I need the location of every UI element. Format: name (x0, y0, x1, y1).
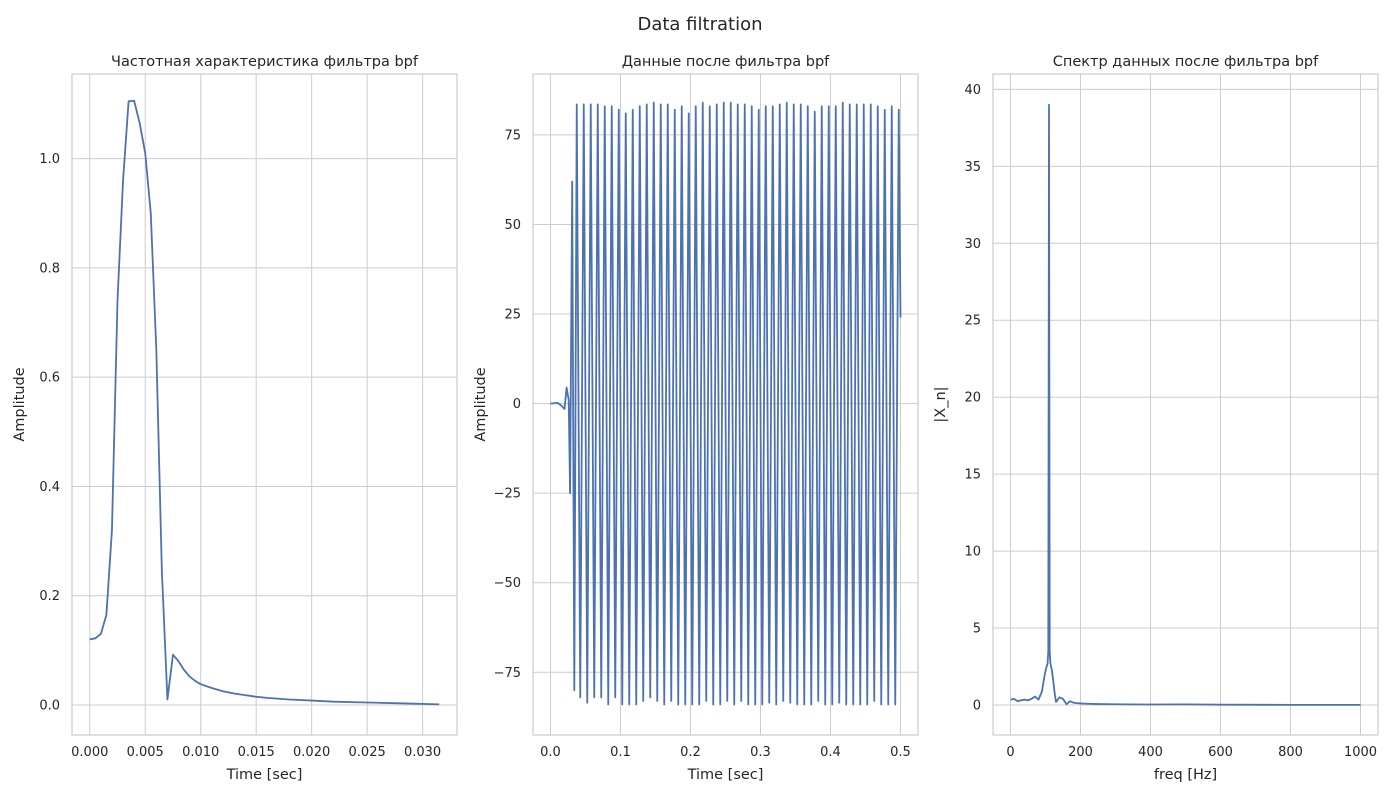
subplot-2: 0.0 0.1 0.2 0.3 0.4 0.5 −75 −50 −25 0 25 50 75 Данные… (473, 54, 919, 783)
subplot-1-frame (71, 73, 458, 736)
subplot-2-y-axis-label: Amplitude (473, 367, 489, 441)
subplot-1-x-tick-label: 0.030 (404, 745, 441, 760)
subplot-1-x-tick-label: 0.020 (293, 745, 330, 760)
subplot-1-series-line (89, 99, 440, 706)
subplot-1-y-tick-label: 1.0 (39, 152, 60, 167)
subplot-3-y-tick-label: 10 (964, 545, 981, 560)
subplot-1-y-tick-label: 0.8 (39, 261, 60, 276)
subplot-3-x-tick-label: 400 (1138, 745, 1163, 760)
subplot-1-title: Частотная характеристика фильтра bpf (111, 54, 419, 70)
subplot-1-x-tick-label: 0.010 (182, 745, 219, 760)
subplot-3-y-tick-label: 5 (973, 622, 981, 637)
subplot-3-y-tick-label: 35 (964, 160, 981, 175)
subplot-3-y-tick-label: 15 (964, 468, 981, 483)
subplot-1-y-tick-label: 0.4 (39, 480, 60, 495)
subplot-3-x-tick-label: 0 (1006, 745, 1014, 760)
subplot-3-x-tick-label: 1000 (1344, 745, 1377, 760)
subplot-3-x-tick-label: 800 (1278, 745, 1303, 760)
subplot-3-y-tick-label: 30 (964, 237, 981, 252)
subplot-2-x-tick-label: 0.3 (750, 745, 771, 760)
subplot-3-series-line (1010, 103, 1361, 706)
subplot-3-title: Спектр данных после фильтра bpf (1053, 54, 1319, 70)
subplot-1-x-tick-label: 0.000 (71, 745, 108, 760)
subplot-3-y-tick-label: 20 (964, 391, 981, 406)
subplot-2-y-tick-label: −25 (494, 487, 521, 502)
subplot-3-x-tick-label: 200 (1068, 745, 1093, 760)
subplot-2-y-tick-label: 50 (504, 218, 521, 233)
subplot-1-x-tick-label: 0.015 (238, 745, 275, 760)
subplot-2-title: Данные после фильтра bpf (622, 54, 830, 70)
subplot-3-y-tick-label: 0 (973, 698, 981, 713)
subplot-1-y-tick-label: 0.2 (39, 589, 60, 604)
subplot-1-y-tick-label: 0.6 (39, 371, 60, 386)
subplot-2-x-tick-label: 0.5 (890, 745, 911, 760)
subplot-3-y-tick-label: 40 (964, 83, 981, 98)
subplot-1-y-tick-label: 0.0 (39, 698, 60, 713)
subplot-3-y-axis-label: |X_n| (933, 386, 949, 422)
subplot-1: 0.000 0.005 0.010 0.015 0.020 0.025 0.030 0.0 0.… (12, 54, 458, 783)
subplot-1-x-axis-label: Time [sec] (226, 767, 303, 783)
subplot-3-y-tick-label: 25 (964, 314, 981, 329)
subplot-2-y-tick-label: 75 (504, 128, 521, 143)
subplot-3-x-tick-label: 600 (1208, 745, 1233, 760)
subplot-2-y-tick-label: 0 (513, 397, 521, 412)
subplot-2-series-line (550, 101, 902, 706)
subplot-2-x-tick-label: 0.4 (820, 745, 841, 760)
subplot-1-x-tick-label: 0.005 (127, 745, 164, 760)
subplot-2-x-tick-label: 0.0 (540, 745, 561, 760)
figure-suptitle: Data filtration (637, 14, 762, 35)
subplot-3: 0 200 400 600 800 1000 0 5 10 15 20 25 30 35 40 Спектр … (933, 54, 1379, 783)
subplot-2-x-tick-label: 0.2 (680, 745, 701, 760)
subplot-2-x-tick-label: 0.1 (610, 745, 631, 760)
subplot-2-y-tick-label: 25 (504, 308, 521, 323)
subplot-2-x-axis-label: Time [sec] (687, 767, 764, 783)
subplot-3-frame (992, 73, 1379, 736)
subplot-3-x-axis-label: freq [Hz] (1154, 767, 1217, 783)
subplot-1-y-axis-label: Amplitude (12, 367, 28, 441)
subplot-2-y-tick-label: −75 (494, 666, 521, 681)
subplot-2-frame (532, 73, 919, 736)
subplot-2-y-tick-label: −50 (494, 576, 521, 591)
subplot-1-x-tick-label: 0.025 (349, 745, 386, 760)
